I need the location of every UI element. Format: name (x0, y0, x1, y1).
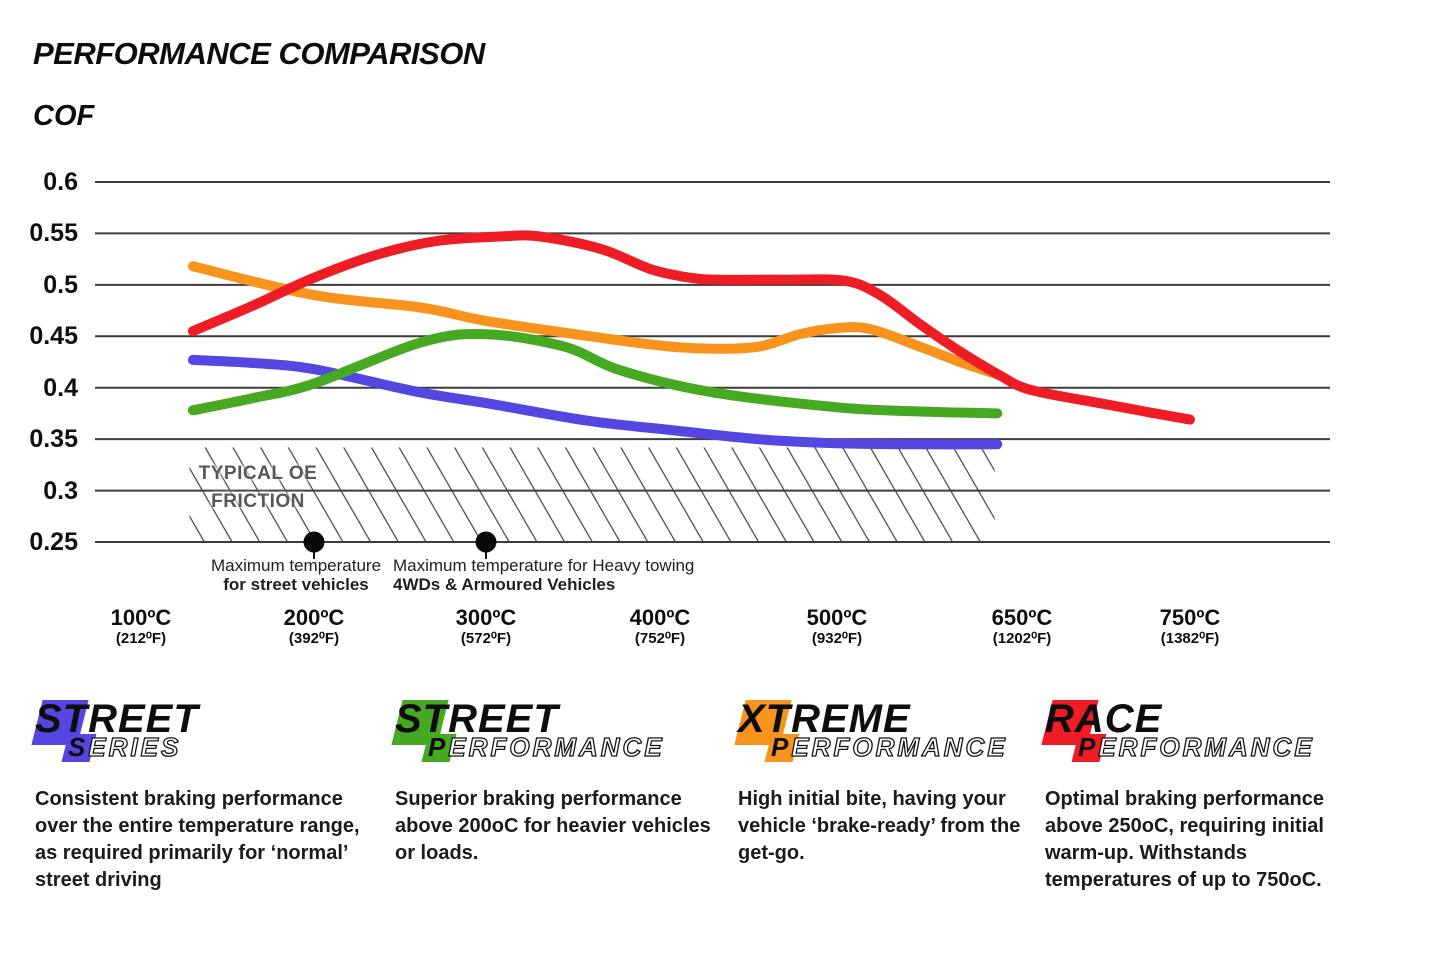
xtick-650c: 650ºC (1202⁰F) (991, 605, 1053, 648)
ytick-0.4: 0.4 (43, 374, 78, 402)
street-series-logo: STREET SERIES (31, 697, 365, 772)
legend-description: High initial bite, having your vehicle ‘… (738, 788, 1021, 864)
xtick-200c: 200ºC (392⁰F) (283, 605, 345, 648)
ytick-0.35: 0.35 (29, 425, 78, 453)
temperature-markers (303, 531, 497, 559)
page-title: PERFORMANCE COMPARISON (33, 36, 485, 71)
logo-line2: SERIES (68, 732, 182, 762)
logo-line1: XTREME (738, 697, 911, 741)
ytick-0.6: 0.6 (43, 168, 78, 196)
yaxis-title: COF (33, 100, 95, 132)
logo-line2: PERFORMANCE (771, 732, 1008, 762)
legend-xtreme-performance: XTREME PERFORMANCE High initial bite, ha… (734, 697, 1023, 867)
legend-description: Superior braking performance above 200oC… (395, 788, 711, 864)
curve-street-series (187, 354, 1003, 450)
legend-street-performance: STREET PERFORMANCE Superior braking perf… (391, 697, 717, 867)
typical-oe-friction-band (189, 447, 995, 542)
marker-note-street-vehicles: Maximum temperature for street vehicles (210, 556, 382, 594)
xtick-300c: 300ºC (572⁰F) (455, 605, 517, 648)
street-performance-logo: STREET PERFORMANCE (391, 697, 717, 772)
xtick-400c: 400ºC (752⁰F) (629, 605, 691, 648)
ytick-0.55: 0.55 (29, 219, 78, 247)
logo-line1: STREET (395, 697, 559, 741)
curve-race-performance (187, 230, 1195, 425)
legend-street-series: STREET SERIES Consistent braking perform… (31, 697, 365, 894)
logo-line2: PERFORMANCE (428, 732, 665, 762)
curve-street-performance (187, 329, 1003, 419)
ytick-0.45: 0.45 (29, 322, 78, 350)
xtick-750c: 750ºC (1382⁰F) (1159, 605, 1221, 648)
legend-race-performance: RACE PERFORMANCE Optimal braking perform… (1041, 697, 1375, 894)
legend-description: Optimal braking performance above 250oC,… (1045, 788, 1324, 891)
typical-oe-friction-label: TYPICAL OE FRICTION (198, 463, 318, 512)
max-temperature-dot (303, 531, 325, 553)
race-performance-logo: RACE PERFORMANCE (1041, 697, 1375, 772)
xtick-500c: 500ºC (932⁰F) (806, 605, 868, 648)
cof-line-chart (95, 181, 1330, 559)
curve-xtreme-performance (187, 261, 1005, 381)
logo-line2: PERFORMANCE (1078, 732, 1315, 762)
max-temperature-dot (475, 531, 497, 553)
xtreme-performance-logo: XTREME PERFORMANCE (734, 697, 1023, 772)
logo-line1: STREET (35, 697, 199, 741)
xtick-100c: 100ºC (212⁰F) (110, 605, 172, 648)
ytick-0.5: 0.5 (43, 271, 78, 299)
ytick-0.3: 0.3 (43, 477, 78, 505)
series-curves (187, 230, 1195, 450)
legend-description: Consistent braking performance over the … (35, 788, 360, 891)
marker-note-heavy-towing: Maximum temperature for Heavy towing 4WD… (393, 556, 695, 594)
ytick-0.25: 0.25 (29, 528, 78, 556)
logo-line1: RACE (1045, 697, 1163, 741)
